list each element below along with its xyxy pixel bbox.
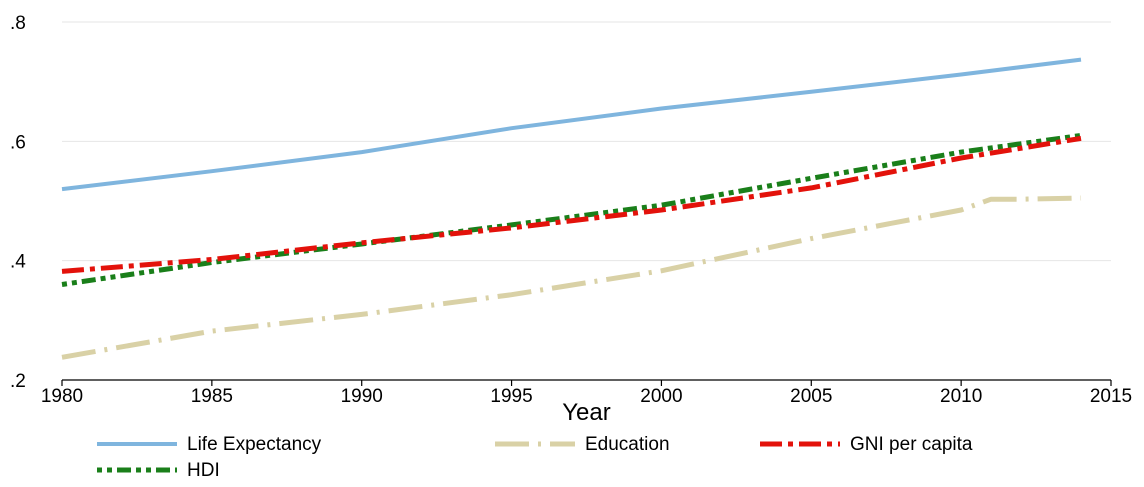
legend: Life Expectancy Education GNI per capita HD… (97, 434, 973, 481)
legend-label: GNI per capita (850, 434, 973, 455)
grid-lines (62, 21, 1111, 262)
y-tick-label: .8 (10, 13, 26, 34)
axes: .2 .4 .6 .8 1980 1985 1990 1995 2000 2005 2010 2015 (10, 13, 1132, 407)
data-series (61, 57, 1082, 360)
y-tick-label: .6 (10, 132, 26, 153)
series-line-education (61, 195, 1082, 360)
series-line-hdi (61, 132, 1082, 287)
legend-label: HDI (187, 460, 220, 481)
y-tick-label: .2 (10, 371, 26, 392)
x-tick-label: 1980 (41, 386, 83, 407)
x-tick-label: 2010 (940, 386, 982, 407)
legend-label: Life Expectancy (187, 434, 322, 455)
x-tick-label: 1990 (341, 386, 383, 407)
series-line-gni-per-capita (61, 135, 1082, 274)
x-axis-label: Year (562, 399, 611, 426)
x-tick-label: 1995 (490, 386, 532, 407)
x-tick-label: 2000 (640, 386, 682, 407)
legend-label: Education (585, 434, 670, 455)
series-line-life-expectancy (61, 57, 1082, 192)
x-tick-label: 2015 (1090, 386, 1132, 407)
y-tick-label: .4 (10, 252, 26, 273)
x-tick-label: 1985 (191, 386, 233, 407)
x-tick-label: 2005 (790, 386, 832, 407)
